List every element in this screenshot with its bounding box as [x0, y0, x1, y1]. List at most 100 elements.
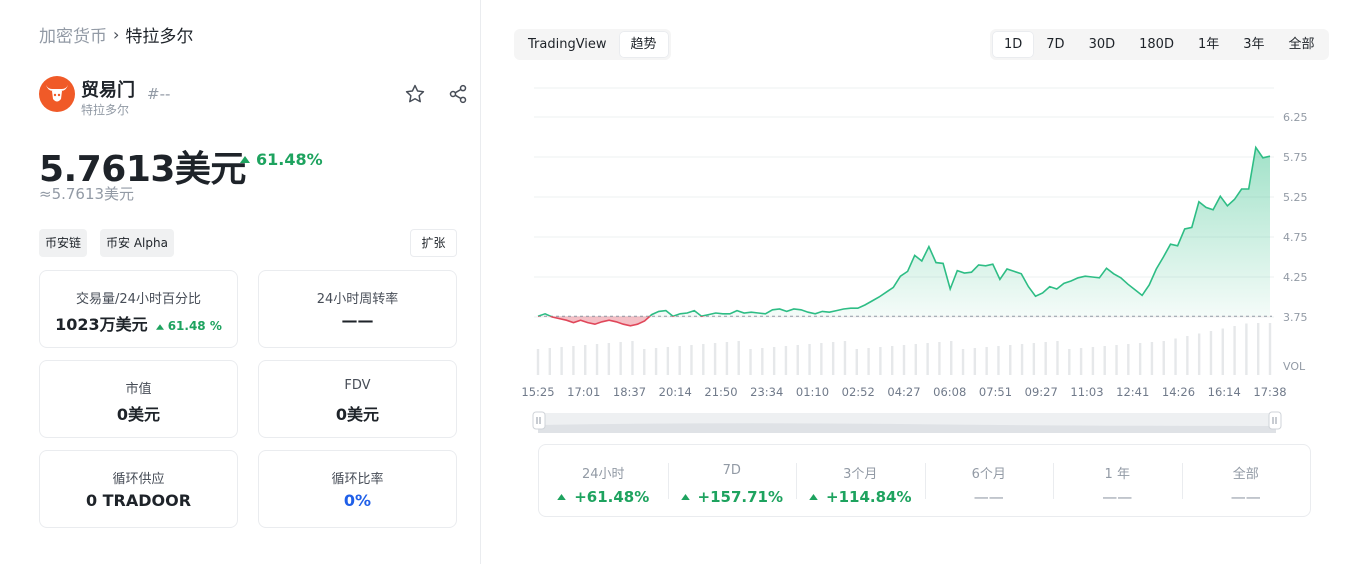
- y-tick-label: 5.25: [1283, 191, 1308, 204]
- price-value: 5.7613美元: [39, 149, 246, 190]
- volume-bar: [1009, 345, 1012, 375]
- volume-bar: [1079, 348, 1083, 375]
- stat-change-value: 61.48 %: [167, 319, 222, 333]
- perf-value: ——: [1102, 488, 1133, 506]
- triangle-up-icon: [557, 494, 567, 500]
- tab-tradingview[interactable]: TradingView: [528, 37, 607, 52]
- price-change: 61.48%: [240, 150, 323, 169]
- volume-bar: [985, 347, 988, 375]
- x-tick-label: 06:08: [933, 385, 966, 399]
- range-3y[interactable]: 3年: [1243, 37, 1265, 52]
- x-tick-label: 15:25: [521, 385, 554, 399]
- x-tick-label: 16:14: [1208, 385, 1241, 399]
- y-tick-label: 3.75: [1283, 311, 1308, 324]
- volume-bar: [1044, 342, 1047, 375]
- tag-bnb-chain[interactable]: 币安链: [39, 229, 88, 257]
- x-tick-label: 09:27: [1025, 385, 1058, 399]
- range-7d[interactable]: 7D: [1046, 37, 1065, 52]
- perf-label: 7D: [722, 463, 741, 478]
- volume-bar: [607, 343, 611, 375]
- volume-bar: [584, 345, 587, 375]
- x-tick-label: 07:51: [979, 385, 1012, 399]
- range-slider-left-handle[interactable]: [532, 411, 546, 430]
- breadcrumb: 加密货币 › 特拉多尔: [39, 22, 193, 47]
- stat-change: 61.48 %: [155, 319, 222, 333]
- x-tick-label: 01:10: [796, 385, 829, 399]
- volume-bar: [997, 346, 1000, 375]
- stat-label: 24小时周转率: [316, 292, 399, 307]
- volume-bar: [938, 342, 941, 375]
- range-180d[interactable]: 180D: [1139, 37, 1174, 52]
- perf-value-text: +114.84%: [826, 488, 912, 506]
- breadcrumb-parent-link[interactable]: 加密货币: [39, 27, 107, 47]
- volume-bar: [666, 347, 670, 375]
- perf-value-text: +157.71%: [697, 488, 783, 506]
- x-tick-label: 04:27: [887, 385, 920, 399]
- stat-label: 市值: [125, 382, 152, 397]
- volume-bar: [1138, 343, 1142, 375]
- triangle-up-icon: [680, 494, 690, 500]
- chevron-right-icon: ›: [113, 25, 120, 44]
- volume-bar: [855, 349, 858, 375]
- tab-trend[interactable]: 趋势: [618, 31, 669, 58]
- perf-label: 全部: [1232, 467, 1259, 482]
- perf-1y: 1 年 ——: [1053, 445, 1182, 516]
- volume-bar: [725, 342, 729, 375]
- time-range-switch: 1D 7D 30D 180D 1年 3年 全部: [990, 29, 1329, 60]
- volume-bar: [1020, 344, 1024, 375]
- volume-bar: [690, 345, 693, 375]
- chart-volume-bars: [536, 323, 1272, 375]
- volume-bar: [1032, 343, 1036, 375]
- volume-bar: [890, 346, 894, 375]
- range-all[interactable]: 全部: [1288, 37, 1315, 52]
- volume-bar: [572, 346, 575, 375]
- stat-value: 1023万美元: [55, 315, 148, 334]
- volume-bar: [702, 344, 705, 375]
- breadcrumb-current: 特拉多尔: [125, 27, 194, 47]
- stat-card-circulating-ratio: 循环比率 0%: [258, 450, 457, 528]
- stat-value: 0美元: [116, 405, 161, 424]
- volume-bar: [1068, 349, 1071, 375]
- stat-card-fdv: FDV 0美元: [258, 360, 457, 438]
- x-tick-label: 17:01: [567, 385, 600, 399]
- range-1y[interactable]: 1年: [1197, 37, 1220, 52]
- volume-bar: [1256, 323, 1260, 375]
- stat-card-market-cap: 市值 0美元: [39, 360, 238, 438]
- volume-bar: [536, 349, 540, 375]
- range-slider-right-handle[interactable]: [1268, 411, 1282, 430]
- range-1d[interactable]: 1D: [992, 31, 1035, 58]
- perf-3m: 3个月 +114.84%: [796, 445, 925, 516]
- volume-bar: [1150, 342, 1154, 375]
- volume-bar: [973, 348, 977, 375]
- price-trend-chart[interactable]: 6.255.755.254.754.253.75 VOL 15:25 17:01 1…: [520, 70, 1320, 440]
- stat-value: ——: [341, 311, 374, 330]
- volume-bar: [1174, 338, 1177, 375]
- x-tick-label: 17:38: [1253, 385, 1286, 399]
- tag-binance-alpha[interactable]: 币安 Alpha: [100, 229, 174, 257]
- chart-type-switch: TradingView 趋势: [514, 29, 671, 60]
- expand-button[interactable]: 扩张: [410, 229, 457, 257]
- perf-label: 6个月: [971, 467, 1006, 482]
- volume-bar: [867, 348, 870, 375]
- perf-value: +61.48%: [539, 488, 668, 506]
- perf-value: ——: [1230, 488, 1261, 506]
- volume-bar: [831, 342, 835, 375]
- volume-bar: [678, 346, 681, 375]
- perf-value: +114.84%: [796, 488, 925, 506]
- volume-bar: [1127, 344, 1130, 375]
- volume-bar: [1209, 331, 1213, 375]
- volume-bar: [737, 341, 740, 375]
- range-30d[interactable]: 30D: [1088, 37, 1116, 52]
- volume-bar: [902, 345, 906, 375]
- chart-range-slider[interactable]: [532, 411, 1282, 433]
- volume-bar: [749, 349, 752, 375]
- star-favorite-icon[interactable]: [403, 82, 427, 106]
- chart-series-line-up: [537, 145, 1271, 317]
- perf-value: +157.71%: [668, 488, 797, 506]
- volume-bar: [784, 346, 788, 375]
- volume-bar: [643, 349, 646, 375]
- stat-value: 0 TRADOOR: [85, 491, 192, 510]
- volume-bar: [761, 348, 764, 375]
- volume-bar: [1162, 341, 1165, 375]
- share-icon[interactable]: [446, 82, 470, 106]
